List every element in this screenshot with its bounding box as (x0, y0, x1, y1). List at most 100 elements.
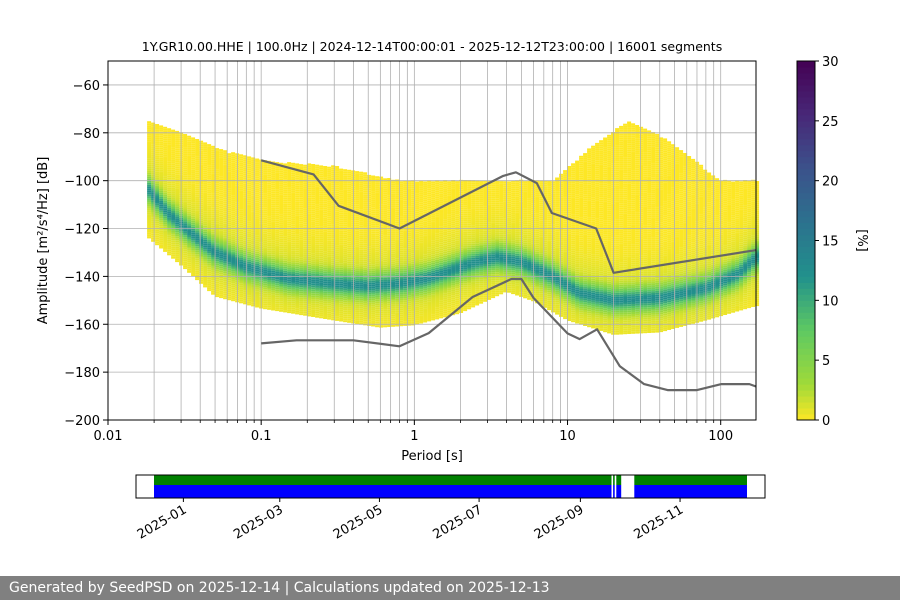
heatmap-cell (315, 297, 320, 300)
heatmap-cell (291, 303, 296, 306)
heatmap-cell (159, 183, 164, 185)
heatmap-cell (203, 184, 208, 187)
heatmap-cell (335, 297, 340, 300)
heatmap-cell (395, 199, 400, 202)
heatmap-cell (147, 149, 152, 151)
heatmap-cell (183, 145, 188, 148)
heatmap-cell (171, 238, 176, 241)
heatmap-cell (347, 302, 352, 305)
heatmap-cell (339, 182, 344, 185)
heatmap-cell (155, 189, 160, 192)
heatmap-cell (359, 203, 364, 206)
heatmap-cell (395, 320, 400, 323)
heatmap-cell (163, 220, 168, 223)
heatmap-cell (315, 291, 320, 294)
heatmap-cell (403, 302, 408, 305)
heatmap-cell (227, 188, 232, 191)
heatmap-cell (315, 166, 320, 169)
heatmap-cell (219, 188, 224, 191)
heatmap-cell (187, 145, 192, 148)
heatmap-cell (291, 170, 296, 173)
heatmap-cell (223, 247, 228, 250)
heatmap-cell (275, 267, 280, 270)
heatmap-cell (251, 209, 256, 212)
heatmap-cell (219, 149, 224, 152)
heatmap-cell (211, 169, 216, 172)
heatmap-cell (335, 249, 340, 252)
heatmap-cell (147, 127, 152, 130)
heatmap-cell (411, 237, 416, 240)
heatmap-cell (191, 151, 196, 154)
heatmap-cell (219, 262, 224, 265)
heatmap-cell (355, 240, 360, 243)
heatmap-cell (167, 181, 172, 184)
heatmap-cell (375, 285, 380, 288)
heatmap-cell (407, 246, 412, 249)
heatmap-cell (203, 283, 208, 286)
heatmap-cell (211, 263, 216, 265)
heatmap-cell (367, 242, 372, 245)
heatmap-cell (267, 270, 272, 273)
heatmap-cell (287, 229, 292, 232)
heatmap-cell (275, 219, 280, 222)
heatmap-cell (383, 180, 388, 183)
heatmap-cell (247, 287, 252, 290)
heatmap-cell (391, 189, 396, 192)
heatmap-cell (343, 224, 348, 227)
heatmap-cell (199, 234, 204, 237)
heatmap-cell (243, 236, 248, 239)
heatmap-cell (363, 247, 368, 250)
heatmap-cell (323, 283, 328, 286)
heatmap-cell (299, 277, 304, 280)
heatmap-cell (231, 293, 236, 296)
heatmap-cell (199, 222, 204, 225)
heatmap-cell (315, 220, 320, 223)
heatmap-cell (167, 183, 172, 186)
heatmap-cell (335, 287, 340, 290)
heatmap-cell (383, 291, 388, 294)
heatmap-cell (267, 250, 272, 253)
heatmap-cell (323, 239, 328, 242)
heatmap-cell (243, 264, 248, 267)
heatmap-cell (263, 217, 268, 220)
heatmap-cell (243, 298, 248, 301)
heatmap-cell (387, 207, 392, 210)
heatmap-cell (295, 248, 300, 251)
heatmap-cell (363, 291, 368, 294)
heatmap-cell (175, 198, 180, 201)
heatmap-cell (295, 173, 300, 176)
heatmap-cell (223, 225, 228, 228)
heatmap-cell (363, 255, 368, 258)
heatmap-cell (359, 183, 364, 186)
heatmap-cell (287, 211, 292, 214)
heatmap-cell (219, 258, 224, 261)
heatmap-cell (303, 258, 308, 261)
heatmap-cell (155, 133, 160, 136)
heatmap-cell (195, 248, 200, 251)
heatmap-cell (339, 214, 344, 217)
heatmap-cell (363, 245, 368, 248)
heatmap-cell (239, 194, 244, 196)
heatmap-cell (287, 283, 292, 286)
heatmap-cell (199, 232, 204, 235)
heatmap-cell (243, 254, 248, 257)
heatmap-cell (327, 262, 332, 264)
heatmap-cell (415, 294, 420, 297)
heatmap-cell (251, 294, 256, 297)
heatmap-cell (303, 224, 308, 227)
heatmap-cell (147, 182, 152, 185)
heatmap-cell (239, 223, 244, 226)
heatmap-cell (331, 264, 336, 267)
heatmap-cell (191, 262, 196, 265)
heatmap-cell (255, 182, 260, 185)
heatmap-cell (195, 141, 200, 143)
heatmap-cell (251, 167, 256, 170)
heatmap-cell (207, 215, 212, 218)
heatmap-cell (331, 203, 336, 206)
heatmap-cell (411, 226, 416, 228)
heatmap-cell (163, 224, 168, 227)
heatmap-cell (319, 258, 324, 261)
heatmap-cell (211, 177, 216, 180)
heatmap-cell (347, 177, 352, 180)
heatmap-cell (291, 272, 296, 274)
